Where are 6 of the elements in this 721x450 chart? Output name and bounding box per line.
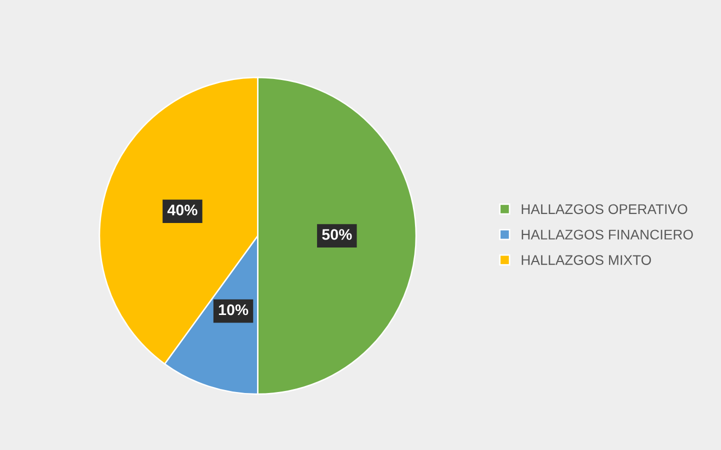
legend-label: HALLAZGOS OPERATIVO [522,204,688,214]
legend-label: HALLAZGOS FINANCIERO [522,230,693,240]
data-label: 50% [322,229,352,240]
data-label: 10% [218,304,248,316]
data-label: 40% [167,204,198,216]
legend-label: HALLAZGOS MIXTO [522,255,651,265]
